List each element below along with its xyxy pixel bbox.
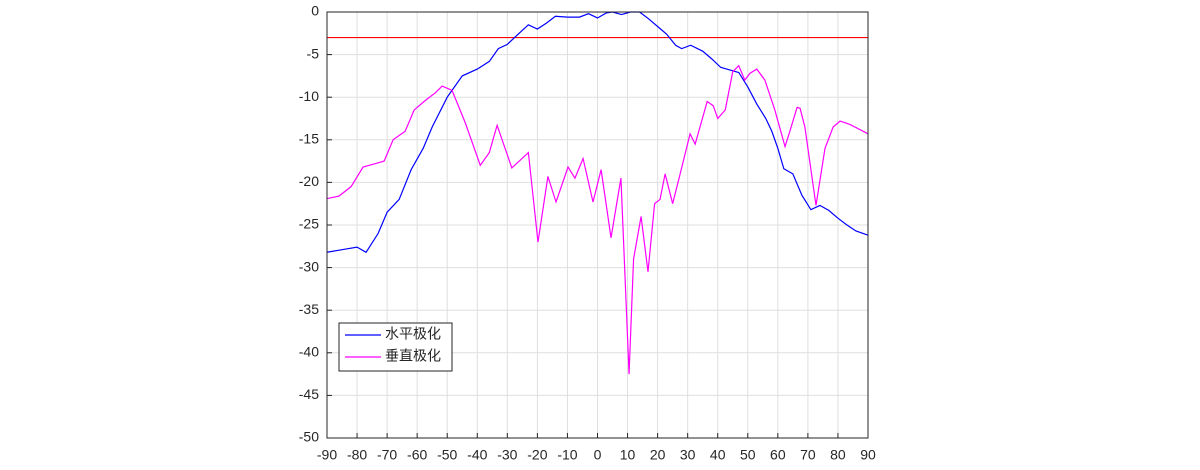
- x-tick-label: 0: [594, 447, 602, 463]
- axes-box: [326, 11, 869, 439]
- x-tick-label: -10: [557, 447, 577, 463]
- x-tick-label: 30: [680, 447, 696, 463]
- y-tick-label: -30: [299, 258, 319, 274]
- y-tick-label: -50: [299, 429, 319, 445]
- series-line: [326, 64, 869, 375]
- x-tick-label: 60: [770, 447, 786, 463]
- y-tick-label: -20: [299, 173, 319, 189]
- x-tick-label: 80: [830, 447, 846, 463]
- y-tick-label: -10: [299, 88, 319, 104]
- y-tick-label: -25: [299, 216, 319, 232]
- y-tick-label: -40: [299, 344, 319, 360]
- x-tick-label: 20: [650, 447, 666, 463]
- x-tick-label: 70: [800, 447, 816, 463]
- x-tick-label: -40: [467, 447, 487, 463]
- x-tick-label: -90: [317, 447, 337, 463]
- x-tick-label: 40: [710, 447, 726, 463]
- y-tick-label: 0: [311, 3, 319, 19]
- legend-box: [338, 322, 453, 372]
- x-tick-label: -60: [407, 447, 427, 463]
- x-tick-label: -70: [377, 447, 397, 463]
- x-tick-label: -20: [527, 447, 547, 463]
- x-tick-label: 90: [860, 447, 876, 463]
- x-tick-label: -50: [437, 447, 457, 463]
- legend-label: 垂直极化: [385, 348, 441, 364]
- x-tick-label: -80: [347, 447, 367, 463]
- legend-label: 水平极化: [385, 326, 441, 342]
- x-tick-label: -30: [497, 447, 517, 463]
- y-tick-label: -5: [307, 45, 320, 61]
- y-tick-label: -45: [299, 386, 319, 402]
- x-tick-label: 10: [620, 447, 636, 463]
- y-tick-label: -15: [299, 131, 319, 147]
- y-tick-label: -35: [299, 301, 319, 317]
- x-tick-label: 50: [740, 447, 756, 463]
- series-line: [326, 11, 869, 254]
